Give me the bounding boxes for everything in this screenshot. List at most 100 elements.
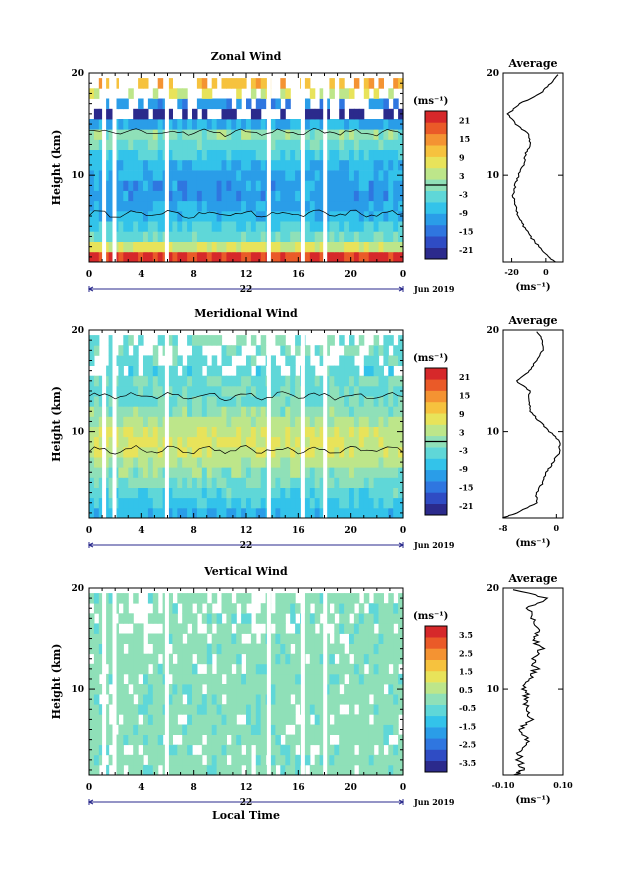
- heatmap-cell: [295, 457, 301, 468]
- heatmap-cell: [309, 663, 316, 675]
- heatmap-cell: [172, 119, 178, 130]
- heatmap-cell: [128, 487, 134, 499]
- heatmap-cell: [324, 507, 330, 519]
- heatmap-cell: [339, 149, 345, 161]
- heatmap-cell: [98, 180, 105, 191]
- heatmap-cell: [329, 704, 335, 715]
- heatmap-cell: [260, 200, 267, 212]
- heatmap-cell: [133, 210, 139, 222]
- heatmap-cell: [221, 355, 227, 366]
- heatmap-cell: [285, 446, 291, 458]
- heatmap-cell: [314, 426, 321, 438]
- heatmap-cell: [128, 754, 134, 766]
- heatmap-cell: [349, 88, 355, 99]
- heatmap-cell: [211, 507, 218, 519]
- heatmap-cell: [368, 477, 375, 488]
- heatmap-cell: [275, 467, 281, 478]
- heatmap-cell: [383, 98, 389, 110]
- heatmap-cell: [108, 210, 115, 222]
- heatmap-cell: [285, 139, 291, 150]
- heatmap-cell: [196, 221, 203, 232]
- heatmap-cell: [206, 406, 213, 417]
- heatmap-cell: [108, 436, 115, 448]
- heatmap-cell: [246, 190, 252, 202]
- heatmap-cell: [319, 487, 326, 499]
- heatmap-cell: [167, 139, 173, 150]
- heatmap-cell: [241, 613, 247, 624]
- heatmap-cell: [177, 467, 183, 478]
- heatmap-cell: [221, 724, 227, 735]
- heatmap-cell: [290, 129, 296, 140]
- heatmap-cell: [388, 684, 394, 695]
- colorbar-tick-label: 15: [459, 391, 470, 401]
- heatmap-cell: [329, 467, 335, 478]
- heatmap-cell: [353, 200, 360, 212]
- heatmap-cell: [304, 613, 311, 624]
- heatmap-cell: [275, 603, 281, 614]
- heatmap-cell: [334, 426, 340, 438]
- heatmap-cell: [231, 704, 237, 715]
- heatmap-cell: [363, 754, 370, 766]
- heatmap-cell: [93, 623, 100, 634]
- heatmap-cell: [334, 764, 340, 776]
- heatmap-cell: [383, 345, 389, 356]
- heatmap-cell: [196, 231, 203, 242]
- heatmap-cell: [206, 98, 213, 110]
- heatmap-cell: [255, 385, 262, 397]
- heatmap-cell: [388, 477, 394, 488]
- heatmap-cell: [177, 241, 183, 253]
- heatmap-cell: [275, 684, 281, 695]
- heatmap-cell: [339, 724, 345, 735]
- heatmap-cell: [138, 159, 144, 171]
- heatmap-cell: [216, 139, 223, 150]
- heatmap-cell: [177, 251, 183, 263]
- heatmap-cell: [280, 744, 286, 756]
- heatmap-cell: [231, 221, 237, 232]
- x-tick-label: 8: [191, 783, 197, 793]
- heatmap-cell: [373, 704, 380, 715]
- heatmap-cell: [260, 210, 267, 222]
- heatmap-cell: [133, 251, 139, 263]
- heatmap-cell: [295, 159, 301, 171]
- heatmap-cell: [177, 396, 183, 407]
- heatmap-cell: [344, 221, 350, 232]
- heatmap-cell: [147, 210, 154, 222]
- heatmap-cell: [236, 426, 242, 438]
- heatmap-cell: [368, 673, 375, 685]
- heatmap-cell: [236, 643, 242, 655]
- heatmap-cell: [304, 416, 311, 427]
- heatmap-cell: [192, 663, 198, 675]
- heatmap-cell: [143, 231, 149, 242]
- heatmap-cell: [93, 744, 100, 756]
- heatmap-cell: [334, 129, 340, 140]
- heatmap-cell: [378, 149, 384, 161]
- heatmap-cell: [344, 159, 350, 171]
- heatmap-cell: [344, 149, 350, 161]
- heatmap-cell: [231, 684, 237, 695]
- heatmap-cell: [319, 673, 326, 685]
- heatmap-cell: [270, 251, 276, 263]
- colorbar-tick-label: 2.5: [459, 648, 473, 658]
- heatmap-cell: [260, 643, 267, 655]
- heatmap-cell: [172, 190, 178, 202]
- heatmap-cell: [231, 467, 237, 478]
- heatmap-cell: [182, 385, 188, 397]
- heatmap-cell: [231, 119, 237, 130]
- heatmap-cell: [324, 684, 330, 695]
- heatmap-cell: [138, 139, 144, 150]
- heatmap-cell: [226, 231, 232, 242]
- heatmap-cell: [285, 396, 291, 407]
- heatmap-cell: [236, 694, 242, 705]
- heatmap-cell: [275, 436, 281, 448]
- heatmap-cell: [270, 129, 276, 140]
- heatmap-cell: [295, 345, 301, 356]
- heatmap-cell: [324, 396, 330, 407]
- heatmap-cell: [255, 221, 262, 232]
- heatmap-cell: [138, 446, 144, 458]
- heatmap-cell: [280, 673, 286, 685]
- heatmap-cell: [260, 416, 267, 427]
- heatmap-cell: [275, 477, 281, 488]
- heatmap-cell: [329, 673, 335, 685]
- heatmap-cell: [295, 673, 301, 685]
- heatmap-cell: [157, 507, 164, 519]
